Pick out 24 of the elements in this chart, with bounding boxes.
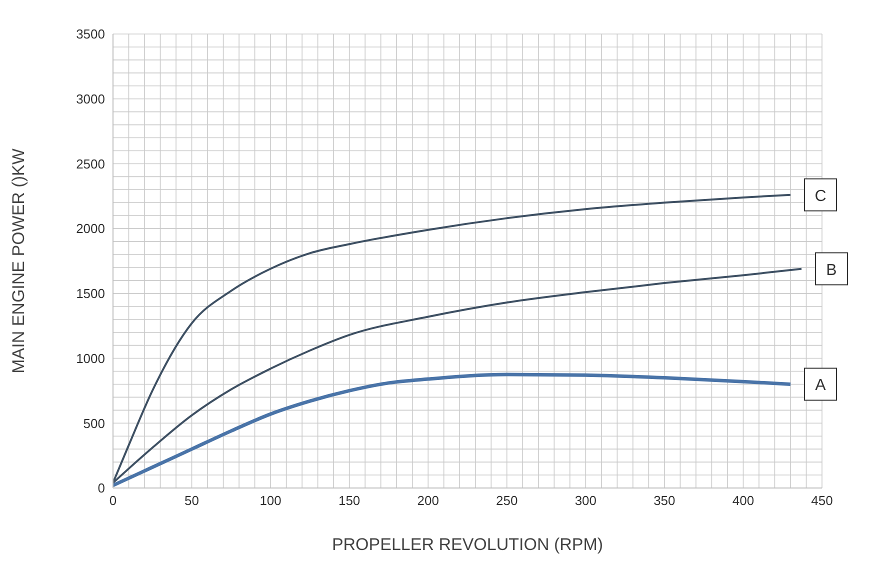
text: B: [826, 262, 837, 279]
annotation: C: [814, 188, 826, 205]
y-tick-label: 3500: [76, 26, 105, 42]
x-tick-label: 0: [109, 493, 117, 508]
x-tick-label: 250: [496, 493, 518, 508]
x-tick-label: 350: [654, 493, 676, 508]
y-axis-title: MAIN ENGINE POWER ()KW: [9, 148, 28, 374]
x-axis-title: PROPELLER REVOLUTION (RPM): [332, 535, 604, 554]
y-tick-label: 1500: [76, 286, 105, 302]
line-series: [113, 372, 792, 488]
y-tick-label: 0: [98, 480, 105, 496]
x-tick-label: 200: [417, 493, 439, 508]
y-tick-label: 2500: [76, 156, 105, 172]
y-tick-label: 500: [83, 416, 105, 431]
x-tick-label: 100: [260, 493, 282, 508]
x-tick-label: 450: [811, 493, 833, 508]
y-tick-label: 1000: [76, 350, 105, 366]
x-tick-label: 150: [338, 493, 360, 508]
x-tick-label: 300: [574, 493, 597, 508]
x-tick-label: 50: [184, 493, 200, 508]
x-tick-label: 400: [732, 493, 754, 508]
annotation: A: [815, 377, 826, 394]
y-tick-label: 3000: [76, 91, 105, 106]
y-tick-label: 2000: [76, 221, 105, 236]
